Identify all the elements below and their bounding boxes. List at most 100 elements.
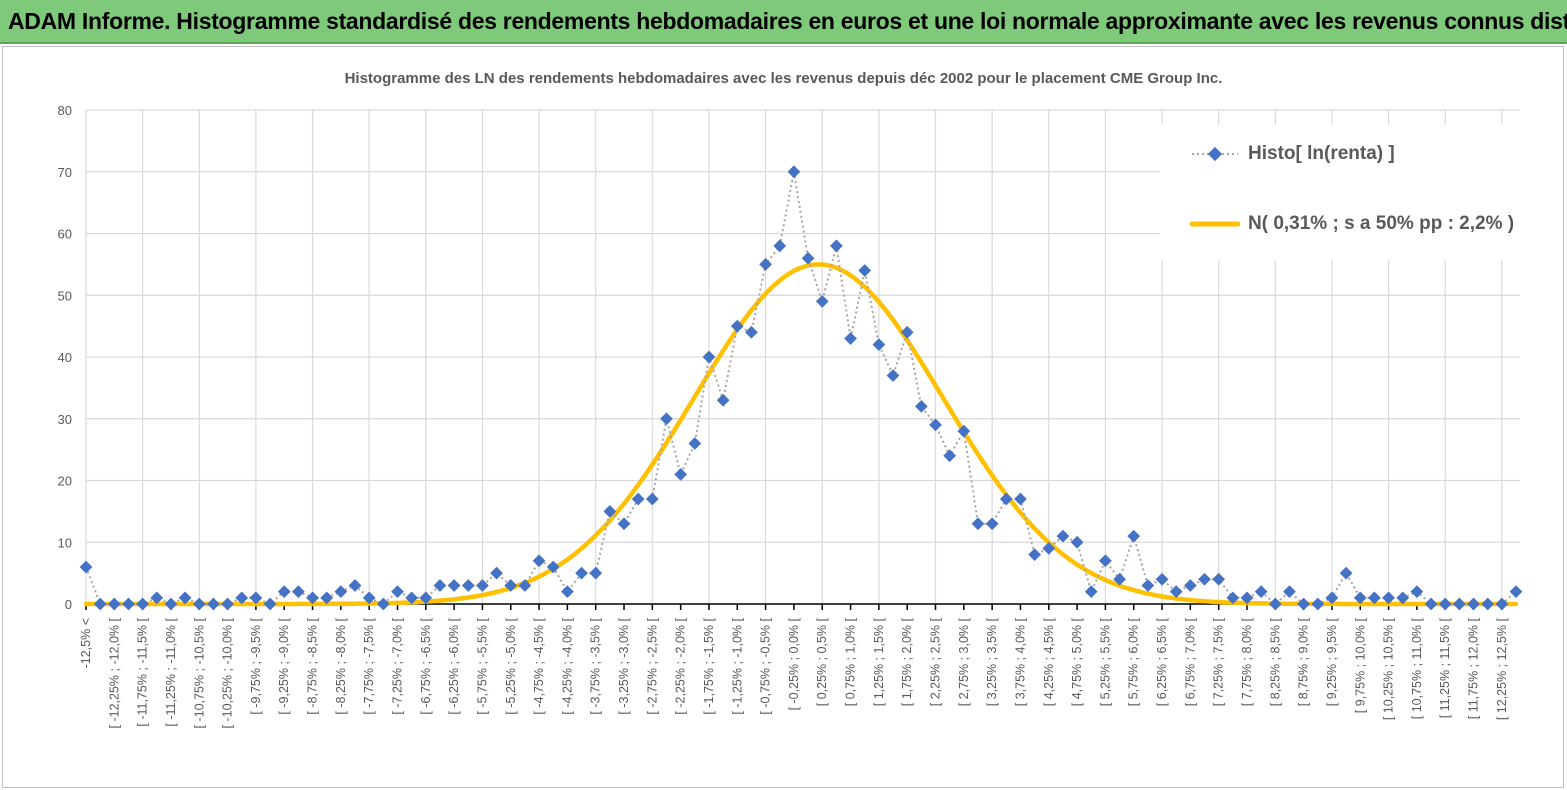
y-tick-label: 10 <box>58 535 72 550</box>
x-tick-label: [ -7,25% ; -7,0% [ <box>390 617 404 714</box>
y-axis-labels: 0 10 20 30 40 50 60 70 80 <box>58 103 72 612</box>
y-tick-label: 50 <box>58 288 72 303</box>
x-tick-label: [ 3,75% ; 4,0% [ <box>1013 617 1027 706</box>
x-tick-label: [ -12,25% ; -12,0% [ <box>107 617 121 728</box>
histo-point <box>645 492 659 506</box>
histo-point <box>1453 597 1466 611</box>
histo-point <box>107 597 121 611</box>
histo-point <box>773 239 787 253</box>
chart-frame <box>2 46 1564 788</box>
report-header: ADAM Informe. Histogramme standardisé de… <box>0 0 1567 44</box>
x-tick-label: [ 4,75% ; 5,0% [ <box>1070 617 1084 706</box>
dotted-diamond-icon <box>1190 144 1240 164</box>
histo-point <box>1155 572 1169 586</box>
x-tick-label: [ 0,25% ; 0,5% [ <box>815 617 829 706</box>
x-tick-label: [ 5,25% ; 5,5% [ <box>1098 617 1112 706</box>
x-tick-label: [ -9,25% ; -9,0% [ <box>277 617 291 714</box>
histo-point <box>334 585 348 599</box>
x-tick-label: [ 11,25% ; 11,5% [ <box>1438 617 1452 718</box>
x-tick-label: [ -11,25% ; -11,0% [ <box>164 617 178 726</box>
x-tick-label: [ 2,25% ; 2,5% [ <box>929 617 943 706</box>
x-tick-label: [ -4,25% ; -4,0% [ <box>560 617 574 714</box>
histo-point <box>943 449 957 463</box>
x-tick-label: [ 12,25% ; 12,5% [ <box>1495 617 1509 720</box>
histo-point <box>79 560 93 574</box>
x-tick-label: [ 0,75% ; 1,0% [ <box>844 617 858 706</box>
chart-title: Histogramme des LN des rendements hebdom… <box>344 70 1223 87</box>
x-tick-label: [ 10,25% ; 10,5% [ <box>1382 617 1396 720</box>
histo-point <box>1212 572 1226 586</box>
x-tick-label: [ 8,25% ; 8,5% [ <box>1268 617 1282 706</box>
y-tick-label: 30 <box>58 412 72 427</box>
histo-point <box>164 597 178 611</box>
histo-point <box>1424 597 1438 611</box>
histo-point <box>1481 597 1495 611</box>
x-tick-label: [ -0,75% ; -0,5% [ <box>759 617 773 714</box>
histo-point <box>1099 554 1112 568</box>
histo-point <box>886 369 900 382</box>
y-tick-label: 20 <box>58 474 72 489</box>
x-tick-label: [ -6,25% ; -6,0% [ <box>447 617 461 714</box>
histo-point <box>830 239 843 253</box>
x-tick-label: [ 1,75% ; 2,0% [ <box>900 617 914 706</box>
x-tick-label: [ 5,75% ; 6,0% [ <box>1127 617 1141 706</box>
histo-point <box>971 517 985 531</box>
x-tick-label: [ -5,75% ; -5,5% [ <box>475 617 489 714</box>
histo-point <box>985 517 999 531</box>
histo-point <box>391 585 404 599</box>
x-tick-label: [ 10,75% ; 11,0% [ <box>1410 617 1424 719</box>
normal-curve-line <box>83 262 1519 607</box>
x-tick-label: [ -0,25% ; 0,0% [ <box>787 617 801 710</box>
histo-point <box>858 264 872 277</box>
histo-point <box>688 437 702 450</box>
histo-point <box>263 597 277 611</box>
histo-point <box>1467 597 1480 611</box>
x-tick-label: [ -7,75% ; -7,5% [ <box>362 617 376 714</box>
histo-point <box>1339 566 1353 580</box>
x-tick-label: [ -2,25% ; -2,0% [ <box>674 617 688 714</box>
histo-point <box>1084 585 1098 599</box>
histo-point <box>716 393 730 407</box>
x-tick-label: [ -6,75% ; -6,5% [ <box>419 617 433 714</box>
histo-point <box>1028 548 1041 561</box>
x-tick-label: [ 9,75% ; 10,0% [ <box>1353 617 1367 713</box>
x-tick-label: [ 4,25% ; 4,5% [ <box>1042 617 1056 706</box>
x-tick-label: [ -5,25% ; -5,0% [ <box>504 617 518 714</box>
histo-point <box>872 338 886 352</box>
histo-point <box>461 579 475 592</box>
histo-point <box>787 165 801 179</box>
histo-point <box>136 597 149 611</box>
histo-point <box>1141 579 1155 592</box>
histo-point <box>660 412 673 426</box>
histo-point <box>815 295 829 308</box>
x-tick-label: [ -3,25% ; -3,0% [ <box>617 617 631 714</box>
x-axis-labels: -12,5% < [ -12,25% ; -12,0% [[ -11,75% ; … <box>79 617 1509 728</box>
histo-point <box>561 585 574 599</box>
x-tick-label: [ -1,75% ; -1,5% [ <box>702 617 716 714</box>
x-tick-label: [ 7,75% ; 8,0% [ <box>1240 617 1254 706</box>
x-tick-label: [ -9,75% ; -9,5% [ <box>249 617 263 714</box>
histo-point <box>589 566 603 580</box>
histo-point <box>93 597 107 611</box>
histo-point <box>745 325 758 339</box>
x-tick-label: [ 2,75% ; 3,0% [ <box>957 617 971 706</box>
x-tick-label: [ 9,25% ; 9,5% [ <box>1325 617 1339 706</box>
histo-point <box>192 597 206 611</box>
histo-point <box>447 579 461 592</box>
x-tick-label: [ -1,25% ; -1,0% [ <box>730 617 744 714</box>
histo-point <box>207 597 220 611</box>
solid-line-icon <box>1190 214 1240 234</box>
histo-point <box>1070 535 1084 549</box>
x-tick-label: [ 11,75% ; 12,0% [ <box>1467 617 1481 719</box>
histo-point <box>1438 597 1452 611</box>
x-tick-label: [ 6,25% ; 6,5% [ <box>1155 617 1169 706</box>
legend-label-histo: Histo[ ln(renta) ] <box>1248 143 1395 164</box>
x-tick-label: [ -11,75% ; -11,5% [ <box>136 617 150 726</box>
legend-label-normal: N( 0,31% ; s a 50% pp : 2,2% ) <box>1248 213 1515 234</box>
x-tick-label: [ -4,75% ; -4,5% [ <box>532 617 546 714</box>
x-tick-label: [ 3,25% ; 3,5% [ <box>985 617 999 706</box>
y-tick-label: 80 <box>58 103 72 118</box>
histo-point <box>1014 492 1027 506</box>
x-tick-label: [ -2,75% ; -2,5% [ <box>645 617 659 714</box>
